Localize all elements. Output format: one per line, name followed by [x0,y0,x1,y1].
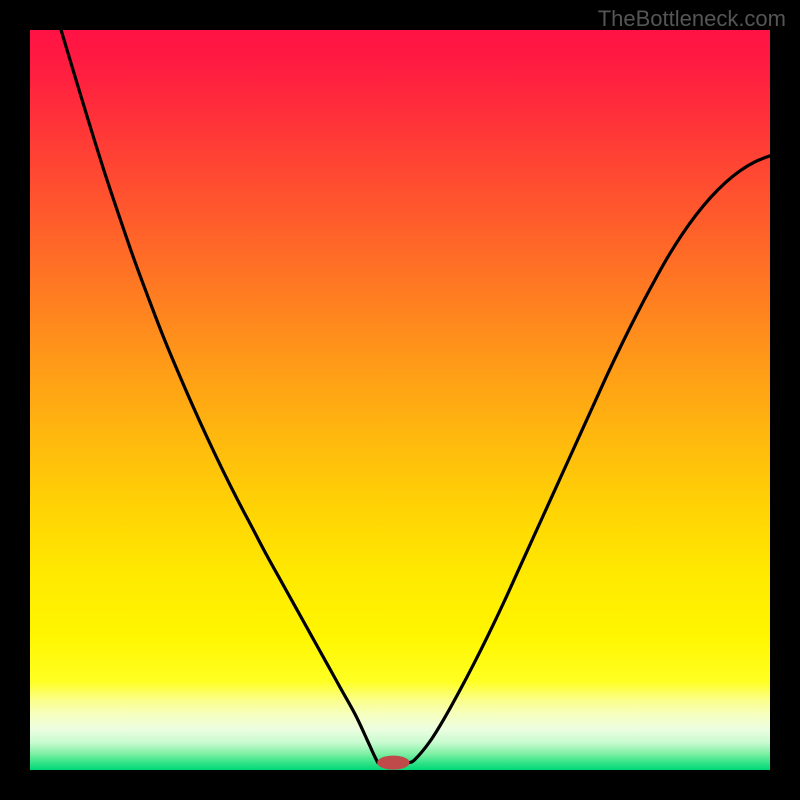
chart-container: TheBottleneck.com [0,0,800,800]
plot-area [30,30,770,770]
watermark-text: TheBottleneck.com [598,6,786,32]
chart-svg [30,30,770,770]
dip-marker [377,756,410,770]
gradient-background [30,30,770,770]
